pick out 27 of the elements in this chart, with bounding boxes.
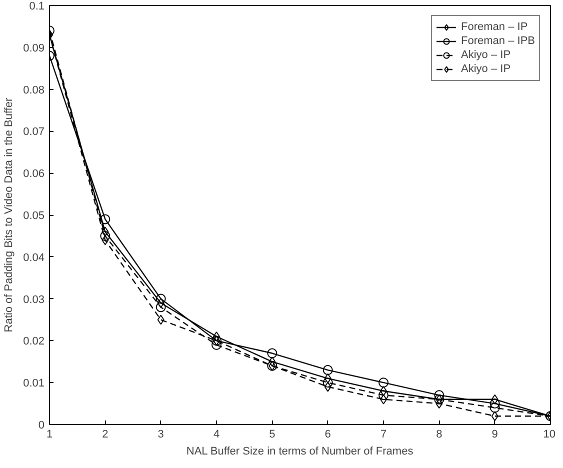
y-tick-label: 0.06 <box>23 168 45 180</box>
y-tick-label: 0.01 <box>23 378 45 390</box>
y-tick-label: 0.04 <box>23 252 45 264</box>
x-tick-label: 6 <box>324 428 331 440</box>
y-tick-label: 0.03 <box>23 294 45 306</box>
x-tick-label: 5 <box>269 428 276 440</box>
y-tick-label: 0 <box>38 420 45 432</box>
x-tick-label: 9 <box>492 428 498 440</box>
y-tick-label: 0.05 <box>23 210 45 222</box>
x-tick-label: 1 <box>46 428 53 440</box>
x-tick-label: 2 <box>102 428 108 440</box>
x-tick-label: 10 <box>543 428 556 440</box>
y-tick-label: 0.02 <box>23 336 45 348</box>
x-axis-title: NAL Buffer Size in terms of Number of Frames <box>186 446 414 458</box>
legend-label: Akiyo – IP <box>461 62 511 76</box>
y-axis-title: Ratio of Padding Bits to Video Data in the Buffer <box>3 97 16 332</box>
x-tick-label: 4 <box>213 428 220 440</box>
legend-label: Foreman – IPB <box>461 34 535 48</box>
y-tick-label: 0.1 <box>29 0 45 12</box>
x-tick-label: 7 <box>380 428 387 440</box>
y-tick-label: 0.07 <box>23 126 45 138</box>
x-tick-label: 8 <box>436 428 442 440</box>
legend-label: Foreman – IP <box>461 20 528 34</box>
legend-label: Akiyo – IP <box>461 48 511 62</box>
y-tick-label: 0.08 <box>23 84 45 96</box>
x-tick-label: 3 <box>158 428 164 440</box>
y-tick-label: 0.09 <box>23 42 45 54</box>
